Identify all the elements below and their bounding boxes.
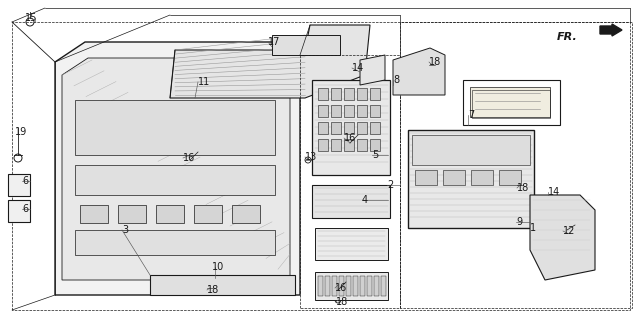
Bar bbox=[360, 276, 365, 296]
Bar bbox=[471, 170, 493, 185]
Polygon shape bbox=[393, 48, 445, 95]
Bar bbox=[370, 105, 380, 117]
Bar bbox=[232, 205, 260, 223]
Polygon shape bbox=[272, 35, 340, 55]
Polygon shape bbox=[150, 275, 295, 295]
Bar bbox=[75, 165, 275, 195]
Bar bbox=[156, 205, 184, 223]
Bar bbox=[8, 200, 30, 222]
Bar bbox=[325, 276, 330, 296]
Polygon shape bbox=[315, 228, 388, 260]
Text: 8: 8 bbox=[393, 75, 399, 85]
Bar bbox=[370, 139, 380, 151]
Polygon shape bbox=[170, 25, 370, 98]
Bar bbox=[344, 105, 354, 117]
Bar bbox=[346, 276, 351, 296]
Bar bbox=[470, 87, 550, 117]
Bar bbox=[80, 205, 108, 223]
Bar bbox=[370, 122, 380, 134]
Bar bbox=[443, 170, 465, 185]
Polygon shape bbox=[62, 58, 290, 280]
Text: 11: 11 bbox=[198, 77, 211, 87]
Bar bbox=[194, 205, 222, 223]
Bar bbox=[357, 105, 367, 117]
Polygon shape bbox=[408, 130, 534, 228]
Bar bbox=[331, 105, 341, 117]
Polygon shape bbox=[55, 42, 300, 295]
Bar bbox=[8, 174, 30, 196]
Bar bbox=[118, 205, 146, 223]
Bar bbox=[344, 139, 354, 151]
Text: 13: 13 bbox=[305, 152, 317, 162]
Bar bbox=[357, 122, 367, 134]
Polygon shape bbox=[360, 55, 385, 85]
Bar bbox=[344, 122, 354, 134]
Text: 18: 18 bbox=[207, 285, 220, 295]
Polygon shape bbox=[315, 272, 388, 300]
Polygon shape bbox=[312, 80, 390, 175]
Text: 2: 2 bbox=[387, 180, 393, 190]
Text: 14: 14 bbox=[352, 63, 364, 73]
Bar bbox=[381, 276, 386, 296]
Bar bbox=[75, 100, 275, 155]
Text: 12: 12 bbox=[563, 226, 575, 236]
Text: 16: 16 bbox=[183, 153, 195, 163]
Bar bbox=[318, 139, 328, 151]
Bar bbox=[339, 276, 344, 296]
Text: 3: 3 bbox=[122, 225, 128, 235]
Text: 4: 4 bbox=[362, 195, 368, 205]
Polygon shape bbox=[530, 195, 595, 280]
Bar bbox=[412, 135, 530, 165]
Bar bbox=[331, 122, 341, 134]
Bar bbox=[318, 88, 328, 100]
Text: 19: 19 bbox=[15, 127, 28, 137]
Bar bbox=[357, 139, 367, 151]
Bar bbox=[415, 170, 437, 185]
Text: 14: 14 bbox=[548, 187, 560, 197]
Bar bbox=[357, 88, 367, 100]
Bar bbox=[331, 88, 341, 100]
Bar bbox=[353, 276, 358, 296]
Bar bbox=[318, 122, 328, 134]
Bar bbox=[374, 276, 379, 296]
Text: 6: 6 bbox=[22, 176, 28, 186]
Text: 16: 16 bbox=[344, 133, 356, 143]
Text: 6: 6 bbox=[22, 204, 28, 214]
Text: 9: 9 bbox=[516, 217, 522, 227]
Bar bbox=[472, 90, 550, 118]
Bar bbox=[331, 139, 341, 151]
Text: 1: 1 bbox=[530, 223, 536, 233]
Text: 18: 18 bbox=[429, 57, 441, 67]
FancyArrow shape bbox=[600, 24, 622, 36]
Text: 18: 18 bbox=[336, 297, 348, 307]
Text: 7: 7 bbox=[468, 110, 474, 120]
Bar bbox=[318, 276, 323, 296]
Bar bbox=[75, 230, 275, 255]
Text: 16: 16 bbox=[335, 283, 348, 293]
Text: 18: 18 bbox=[517, 183, 529, 193]
Bar bbox=[318, 105, 328, 117]
Bar bbox=[344, 88, 354, 100]
Text: 5: 5 bbox=[372, 150, 378, 160]
Text: 15: 15 bbox=[25, 13, 37, 23]
Text: FR.: FR. bbox=[557, 32, 578, 42]
Bar bbox=[370, 88, 380, 100]
Bar bbox=[367, 276, 372, 296]
Text: 17: 17 bbox=[268, 37, 280, 47]
Text: 10: 10 bbox=[212, 262, 224, 272]
Bar bbox=[499, 170, 521, 185]
Bar bbox=[332, 276, 337, 296]
Polygon shape bbox=[312, 185, 390, 218]
